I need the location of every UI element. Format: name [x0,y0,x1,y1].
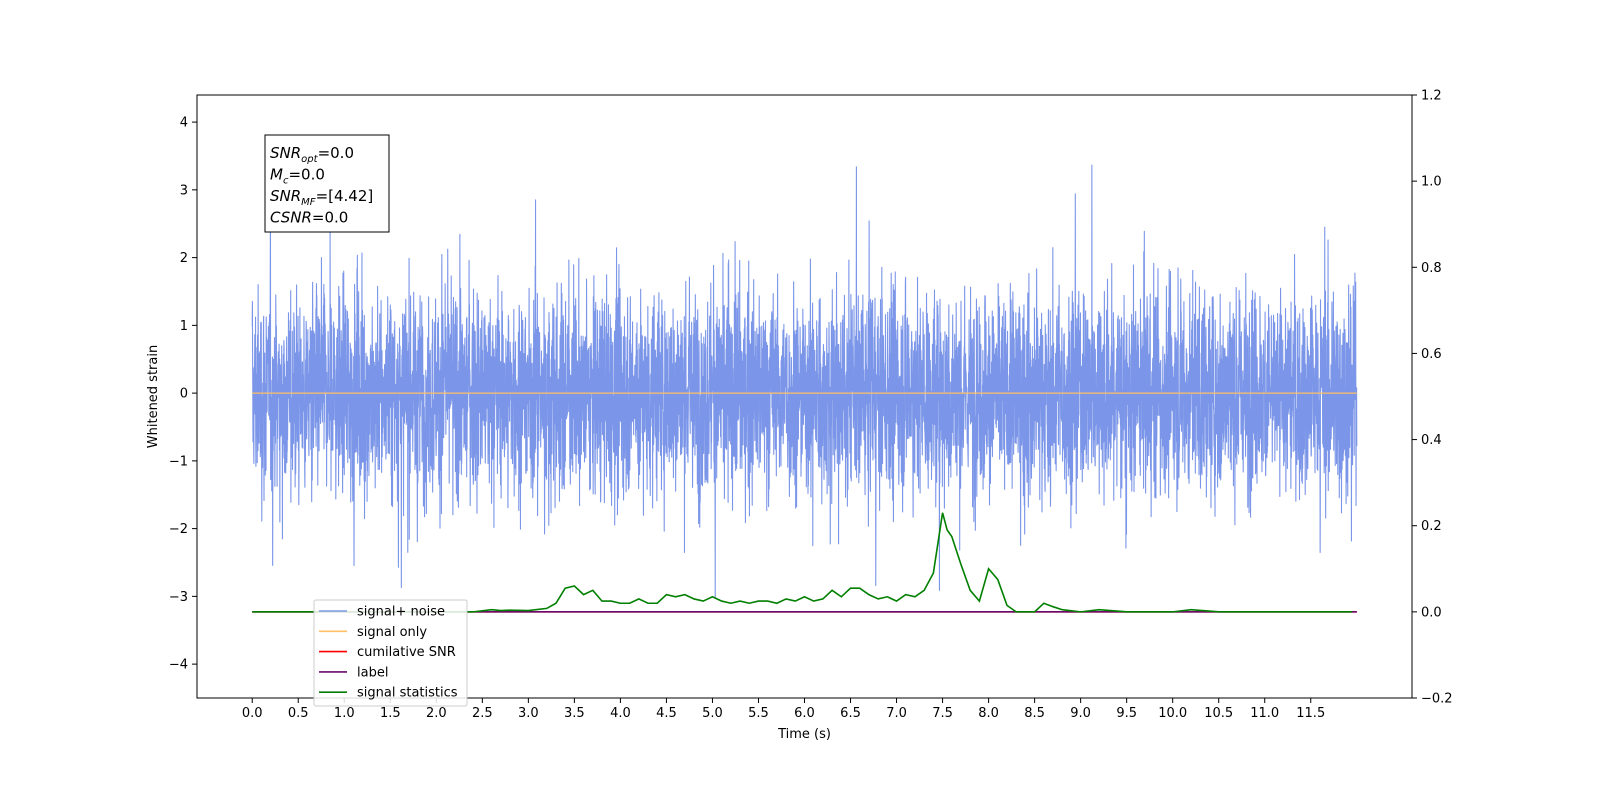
y-right-tick-label: 0.8 [1421,261,1442,276]
y-right-tick-label: 0.2 [1421,519,1442,534]
y-left-tick-label: 0 [180,387,188,402]
x-tick-label: 2.5 [472,706,493,721]
annotation-subscript: opt [301,154,318,165]
y-right-tick-label: 1.2 [1421,89,1442,104]
annotation-value: =0.0 [312,209,348,227]
x-tick-label: 2.0 [426,706,447,721]
x-tick-label: 7.5 [932,706,953,721]
signal-statistics-line [252,512,1353,613]
x-tick-label: 9.5 [1116,706,1137,721]
signal-plus-noise-line [251,164,1358,599]
x-axis: 0.0 0.5 1.0 1.5 2.0 2.5 3.0 3.5 4.0 4.5 5.0 5.5 6.0 6… [242,698,1325,721]
x-tick-label: 11.5 [1296,706,1325,721]
annotation-value: =[4.42] [316,187,374,205]
x-tick-label: 4.5 [656,706,677,721]
x-tick-label: 5.5 [748,706,769,721]
annotation-value: =0.0 [318,144,354,162]
y-axis-right: 1.2 1.0 0.8 0.6 0.4 0.2 0.0 −0.2 [1412,89,1453,707]
x-tick-label: 0.0 [242,706,263,721]
x-tick-label: 6.0 [794,706,815,721]
x-tick-label: 11.0 [1250,706,1279,721]
x-tick-label: 4.0 [610,706,631,721]
legend-label: signal statistics [357,686,458,701]
x-tick-label: 6.5 [840,706,861,721]
annotation-frame [264,134,390,233]
x-tick-label: 10.0 [1158,706,1187,721]
y-right-tick-label: 0.0 [1421,605,1442,620]
series-signal-plus-noise [251,164,1358,599]
annotation-subscript: c [283,176,289,187]
annotation-value: =0.0 [288,166,324,184]
x-tick-label: 5.0 [702,706,723,721]
y-right-tick-label: 0.6 [1421,347,1442,362]
y-axis-label: Whitened strain [146,345,161,448]
y-left-tick-label: 4 [180,116,188,131]
x-tick-label: 8.0 [978,706,999,721]
x-tick-label: 7.0 [886,706,907,721]
y-left-tick-label: −1 [169,454,188,469]
y-right-tick-label: 1.0 [1421,175,1442,190]
annotation-line: CSNR=0.0 [270,209,348,227]
annotation-line: SNRopt=0.0 [270,144,354,165]
x-tick-label: 9.0 [1070,706,1091,721]
x-tick-label: 10.5 [1204,706,1233,721]
y-left-tick-label: −3 [169,590,188,605]
y-right-tick-label: 0.4 [1421,433,1442,448]
x-tick-label: 8.5 [1024,706,1045,721]
x-tick-label: 1.5 [380,706,401,721]
y-left-tick-label: 1 [180,319,188,334]
legend-label: cumilative SNR [357,645,456,660]
annotation-subscript: MF [301,197,316,208]
x-tick-label: 1.0 [334,706,355,721]
annotation-line: Mc=0.0 [270,166,325,187]
y-right-tick-label: −0.2 [1421,692,1453,707]
y-left-tick-label: 2 [180,251,188,266]
y-left-tick-label: −2 [169,522,188,537]
x-tick-label: 0.5 [288,706,309,721]
x-tick-label: 3.5 [564,706,585,721]
x-tick-label: 3.0 [518,706,539,721]
y-axis-left: 4 3 2 1 0 −1 −2 −3 −4 [169,116,197,673]
y-left-tick-label: −4 [169,658,188,673]
annotation-line: SNRMF=[4.42] [270,187,373,208]
annotation-symbol: SNR [270,144,301,162]
annotation-symbol: SNR [270,187,301,205]
annotation-symbol: CSNR [270,209,312,227]
legend: signal+ noise signal only cumilative SNR la… [313,599,468,707]
y-left-tick-label: 3 [180,183,188,198]
legend-label: label [357,665,388,680]
annotation-symbol: M [270,166,283,184]
legend-label: signal only [357,625,427,640]
legend-frame [313,599,468,707]
legend-label: signal+ noise [357,605,445,620]
x-axis-label: Time (s) [777,727,831,742]
